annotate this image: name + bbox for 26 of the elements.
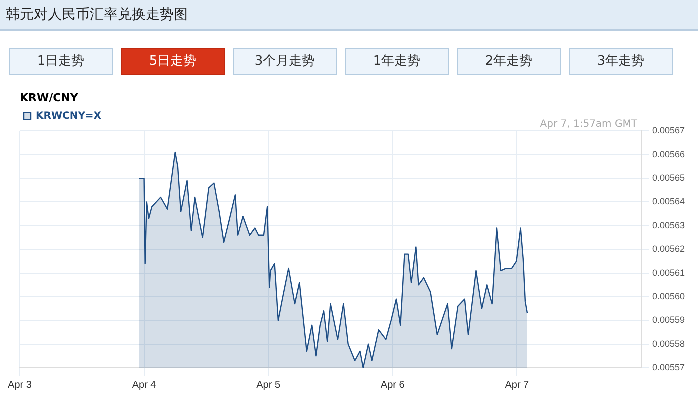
x-tick-label: Apr 7 xyxy=(505,380,530,391)
y-tick-label: 0.00560 xyxy=(652,291,686,302)
chart-title: 韩元对人民币汇率兑换走势图 xyxy=(0,0,698,31)
y-tick-label: 0.00563 xyxy=(652,220,686,230)
text: 3个月走势 xyxy=(233,48,337,75)
y-tick-label: 0.00561 xyxy=(652,268,686,278)
y-tick-label: 0.00566 xyxy=(652,149,686,160)
y-tick-label: 0.00557 xyxy=(652,362,686,372)
x-tick-label: Apr 5 xyxy=(256,380,281,391)
y-tick-label: 0.00567 xyxy=(652,126,686,136)
y-tick-label: 0.00564 xyxy=(652,196,686,207)
legend-label: KRWCNY=X xyxy=(36,110,102,122)
y-tick-label: 0.00565 xyxy=(652,173,686,184)
text: 5日走势 xyxy=(121,48,225,75)
chart-subtitle: KRW/CNY xyxy=(20,91,80,104)
y-tick-label: 0.00558 xyxy=(652,338,686,349)
text: Apr 7, 1:57am GMT xyxy=(540,118,638,130)
y-tick-label: 0.00562 xyxy=(652,244,686,254)
text: 3年走势 xyxy=(569,48,673,75)
text: 1年走势 xyxy=(345,48,449,75)
y-tick-label: 0.00559 xyxy=(652,315,686,326)
x-tick-label: Apr 3 xyxy=(8,380,32,391)
x-tick-label: Apr 4 xyxy=(132,380,157,391)
text: 1日走势 xyxy=(9,48,113,75)
text: 2年走势 xyxy=(457,48,561,75)
x-tick-label: Apr 6 xyxy=(380,380,406,391)
